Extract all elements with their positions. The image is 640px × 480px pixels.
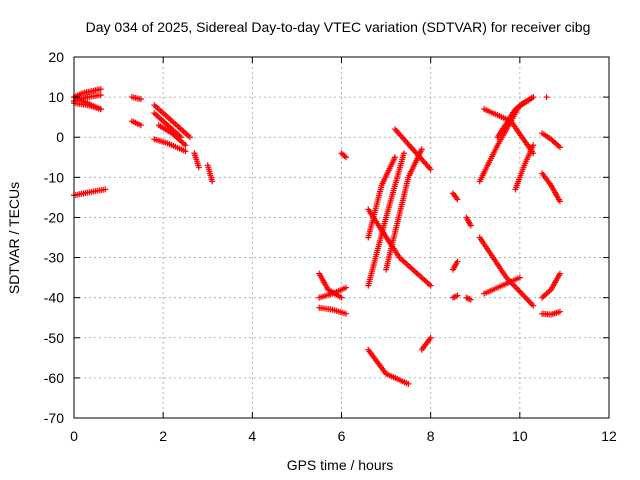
- series-arc-11: [155, 122, 189, 149]
- data-point: [342, 284, 349, 291]
- series-arc-06: [128, 94, 144, 103]
- data-point: [516, 274, 523, 281]
- series-arc-25: [449, 190, 461, 203]
- y-tick-label: -70: [44, 410, 64, 426]
- data-point: [342, 310, 349, 317]
- data-point: [467, 296, 474, 303]
- data-point: [182, 142, 189, 149]
- data-point: [102, 186, 109, 193]
- y-tick-label: -60: [44, 370, 64, 386]
- series-arc-40: [539, 308, 563, 318]
- y-axis-label: SDTVAR / TECUs: [6, 182, 22, 294]
- series-arc-05: [71, 186, 109, 199]
- data-point: [466, 296, 473, 303]
- y-tick-label: 20: [48, 49, 64, 65]
- y-tick-label: -50: [44, 330, 64, 346]
- data-point: [427, 166, 434, 173]
- data-point: [137, 96, 144, 103]
- data-point: [467, 222, 474, 229]
- series-arc-24: [418, 334, 434, 353]
- y-tick-label: -10: [44, 169, 64, 185]
- series-arc-13: [204, 162, 216, 185]
- data-point: [556, 144, 563, 151]
- series-arc-35: [512, 142, 537, 193]
- series-arc-07: [128, 118, 144, 129]
- data-point: [195, 164, 202, 171]
- series-arc-29: [463, 294, 474, 303]
- data-point: [405, 380, 412, 387]
- data-point: [556, 270, 563, 277]
- series-arc-21: [365, 206, 434, 289]
- series-arc-10: [151, 136, 189, 155]
- series-arc-23: [392, 126, 434, 173]
- data-point: [451, 293, 458, 300]
- series-arc-27: [449, 292, 461, 301]
- y-tick-label: -30: [44, 250, 64, 266]
- data-point: [454, 258, 461, 265]
- data-point: [556, 198, 563, 205]
- data-point: [454, 196, 461, 203]
- data-point: [400, 150, 407, 157]
- data-point: [427, 334, 434, 341]
- series-arc-34: [494, 94, 537, 141]
- data-point: [392, 154, 398, 161]
- x-tick-label: 8: [427, 428, 435, 444]
- y-tick-label: -40: [44, 290, 64, 306]
- data-point: [452, 293, 459, 300]
- series-arc-36: [543, 94, 550, 101]
- data-point: [530, 94, 537, 101]
- series-arc-31: [481, 106, 537, 157]
- data-point: [97, 86, 104, 93]
- data-point: [97, 92, 104, 99]
- data-point: [186, 134, 193, 141]
- series-arc-18: [365, 346, 412, 387]
- x-tick-label: 12: [601, 428, 617, 444]
- data-point: [209, 178, 216, 185]
- series-arc-26: [449, 258, 461, 273]
- y-tick-label: 10: [48, 89, 64, 105]
- series-arc-08: [151, 102, 193, 141]
- data-point: [97, 106, 104, 113]
- data-point: [464, 295, 471, 302]
- data-point: [530, 302, 537, 309]
- series-arc-15: [316, 284, 349, 301]
- series-arc-17: [338, 150, 349, 161]
- x-tick-label: 6: [338, 428, 346, 444]
- data-point: [418, 146, 425, 153]
- series-arc-38: [539, 170, 563, 205]
- x-tick-label: 2: [159, 428, 167, 444]
- data-point: [338, 294, 345, 301]
- chart-title: Day 034 of 2025, Sidereal Day-to-day VTE…: [86, 19, 591, 35]
- y-axis-ticks: 20 10 0 -10 -20 -30 -40 -50 -60 -70: [44, 49, 609, 426]
- x-axis-label: GPS time / hours: [287, 457, 394, 473]
- data-point: [530, 142, 537, 149]
- y-tick-label: 0: [56, 129, 64, 145]
- x-tick-label: 0: [70, 428, 78, 444]
- data-point: [543, 94, 550, 101]
- y-tick-label: -20: [44, 209, 64, 225]
- x-tick-label: 10: [512, 428, 528, 444]
- data-point: [342, 154, 349, 161]
- series-arc-37: [539, 130, 563, 151]
- data-point: [182, 148, 189, 155]
- data-point: [137, 122, 144, 129]
- x-axis-ticks: 0 2 4 6 8 10 12: [70, 57, 617, 444]
- series-arc-33: [481, 274, 523, 297]
- data-point: [454, 292, 461, 299]
- x-tick-label: 4: [248, 428, 256, 444]
- series-arc-16: [316, 304, 349, 317]
- data-point: [556, 308, 563, 315]
- series-arc-28: [463, 214, 474, 229]
- data-point: [427, 282, 434, 289]
- series-arc-04: [71, 100, 104, 113]
- series-arc-12: [191, 150, 202, 171]
- series-arc-39: [539, 270, 563, 301]
- data-markers: [71, 86, 563, 387]
